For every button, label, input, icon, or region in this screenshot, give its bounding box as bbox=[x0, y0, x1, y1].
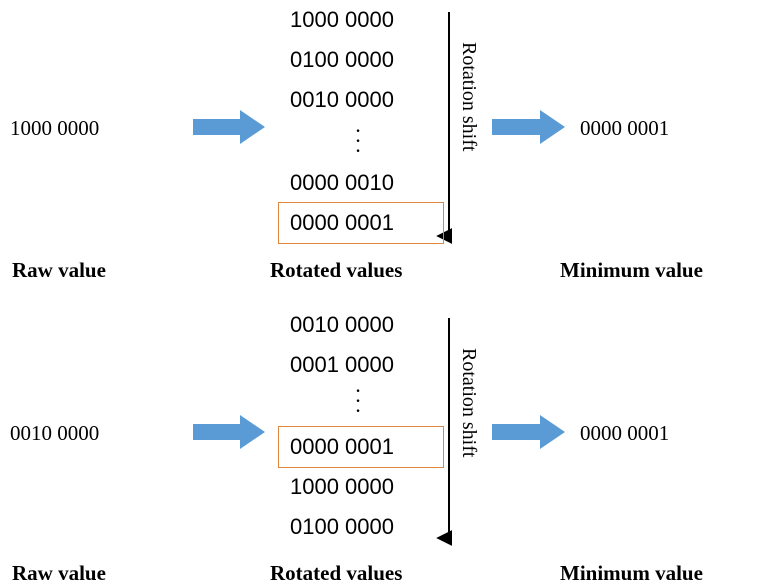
minimum-value-2: 0000 0001 bbox=[580, 421, 670, 445]
minimum-value-label-2: Minimum value bbox=[560, 561, 703, 585]
minimum-value-label-1: Minimum value bbox=[560, 258, 703, 282]
arrow-rotated-to-min-2 bbox=[492, 415, 565, 449]
ellipsis-2: · · · bbox=[354, 378, 362, 423]
rotated-value-1-5: 0000 0001 bbox=[290, 210, 394, 235]
rotated-value-2-3: 0000 0001 bbox=[290, 434, 394, 459]
highlight-box-1 bbox=[278, 202, 444, 244]
rotation-shift-label-2: Rotation shift bbox=[458, 348, 480, 458]
minimum-value-1: 0000 0001 bbox=[580, 116, 670, 140]
arrow-rotated-to-min-1 bbox=[492, 110, 565, 144]
arrow-raw-to-rotated-2 bbox=[193, 415, 265, 449]
arrow-raw-to-rotated-1 bbox=[193, 110, 265, 144]
rotation-shift-label-1: Rotation shift bbox=[458, 42, 480, 152]
rotated-value-2-1: 0010 0000 bbox=[290, 312, 394, 337]
raw-value-1: 1000 0000 bbox=[10, 116, 100, 140]
highlight-box-2 bbox=[278, 426, 444, 468]
raw-value-label-1: Raw value bbox=[12, 258, 106, 282]
raw-value-2: 0010 0000 bbox=[10, 421, 100, 445]
ellipsis-1: · · · bbox=[354, 118, 362, 163]
rotated-value-1-3: 0010 0000 bbox=[290, 87, 394, 112]
raw-value-label-2: Raw value bbox=[12, 561, 106, 585]
rotated-value-2-2: 0001 0000 bbox=[290, 352, 394, 377]
rotated-value-2-5: 0100 0000 bbox=[290, 514, 394, 539]
rotated-value-1-1: 1000 0000 bbox=[290, 7, 394, 32]
rotated-value-1-4: 0000 0010 bbox=[290, 170, 394, 195]
rotated-values-label-1: Rotated values bbox=[270, 258, 403, 282]
rotated-value-2-4: 1000 0000 bbox=[290, 474, 394, 499]
rotated-value-1-2: 0100 0000 bbox=[290, 47, 394, 72]
rotated-values-label-2: Rotated values bbox=[270, 561, 403, 585]
